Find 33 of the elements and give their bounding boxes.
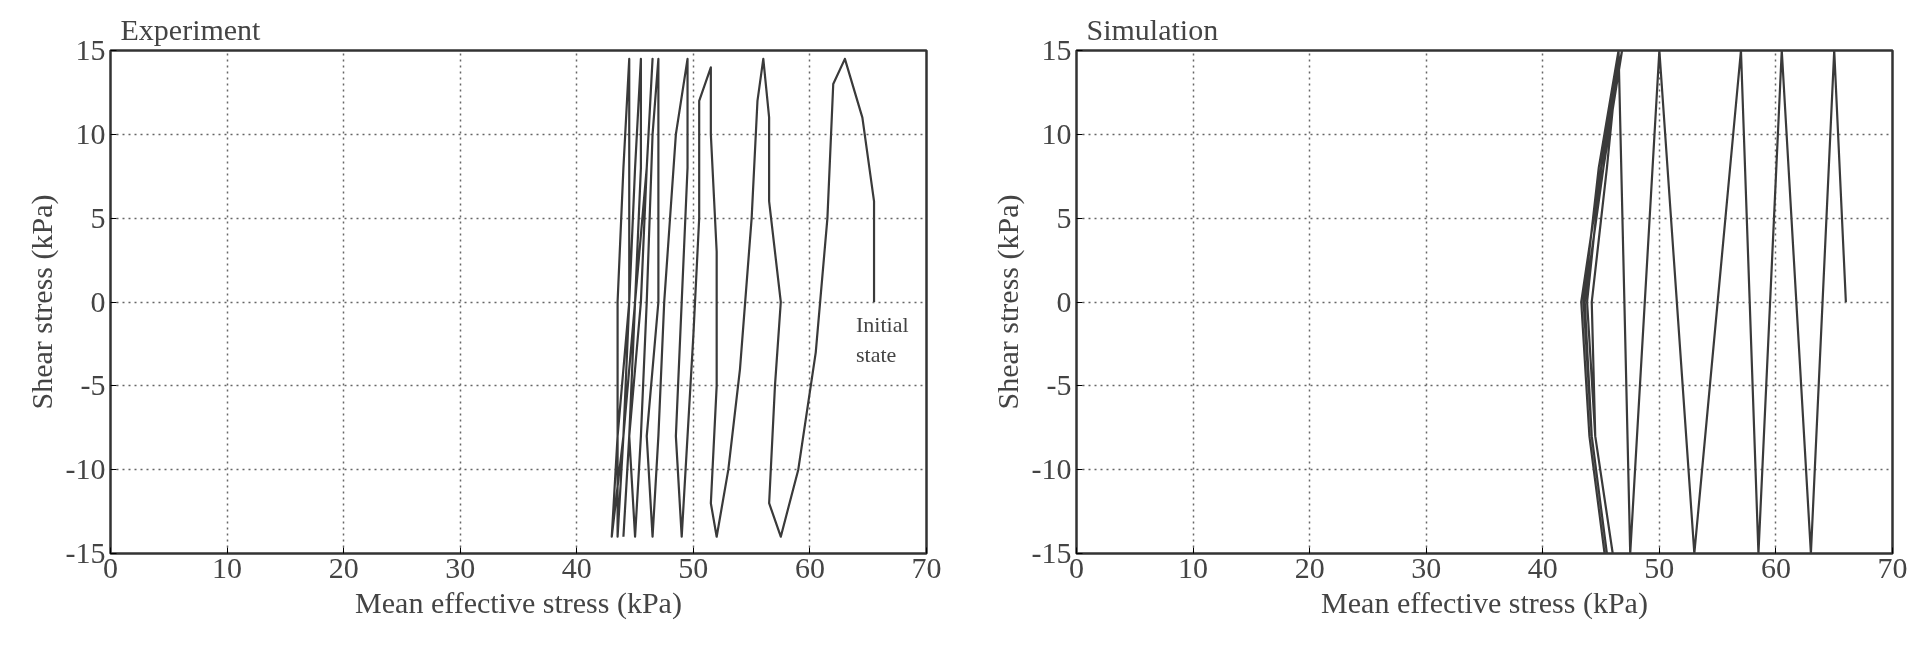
annotation: Initial state bbox=[856, 312, 909, 367]
x-tick-label: 20 bbox=[328, 550, 359, 584]
x-tick-label: 70 bbox=[1877, 550, 1908, 584]
y-tick-label: -10 bbox=[1031, 452, 1072, 486]
x-tick-label: 60 bbox=[794, 550, 825, 584]
y-tick-label: 15 bbox=[75, 33, 106, 66]
x-tick-label: 10 bbox=[212, 550, 243, 584]
y-axis-title: Shear stress (kPa) bbox=[24, 194, 59, 410]
x-tick-label: 30 bbox=[445, 550, 476, 584]
x-axis-title: Mean effective stress (kPa) bbox=[355, 585, 682, 620]
y-tick-label: 15 bbox=[1041, 33, 1072, 66]
y-tick-label: -5 bbox=[80, 368, 106, 402]
y-tick-label: 5 bbox=[1056, 200, 1072, 234]
x-tick-label: 30 bbox=[1411, 550, 1442, 584]
y-tick-label: -10 bbox=[65, 452, 106, 486]
x-tick-label: 40 bbox=[561, 550, 592, 584]
x-tick-label: 50 bbox=[678, 550, 709, 584]
x-tick-label: 50 bbox=[1644, 550, 1675, 584]
x-axis-title: Mean effective stress (kPa) bbox=[1321, 585, 1648, 620]
chart-title: Experiment bbox=[120, 12, 262, 46]
chart-title: Simulation bbox=[1086, 12, 1219, 46]
x-tick-label: 20 bbox=[1294, 550, 1325, 584]
x-tick-label: 40 bbox=[1527, 550, 1558, 584]
y-tick-label: -5 bbox=[1046, 368, 1072, 402]
y-tick-label: 5 bbox=[90, 200, 106, 234]
y-tick-label: 0 bbox=[90, 284, 106, 318]
y-axis-title: Shear stress (kPa) bbox=[990, 194, 1025, 410]
y-tick-label: 10 bbox=[75, 116, 106, 150]
x-tick-label: 60 bbox=[1760, 550, 1791, 584]
x-tick-label: 70 bbox=[911, 550, 942, 584]
x-tick-label: 10 bbox=[1178, 550, 1209, 584]
y-tick-label: 0 bbox=[1056, 284, 1072, 318]
y-tick-label: 10 bbox=[1041, 116, 1072, 150]
